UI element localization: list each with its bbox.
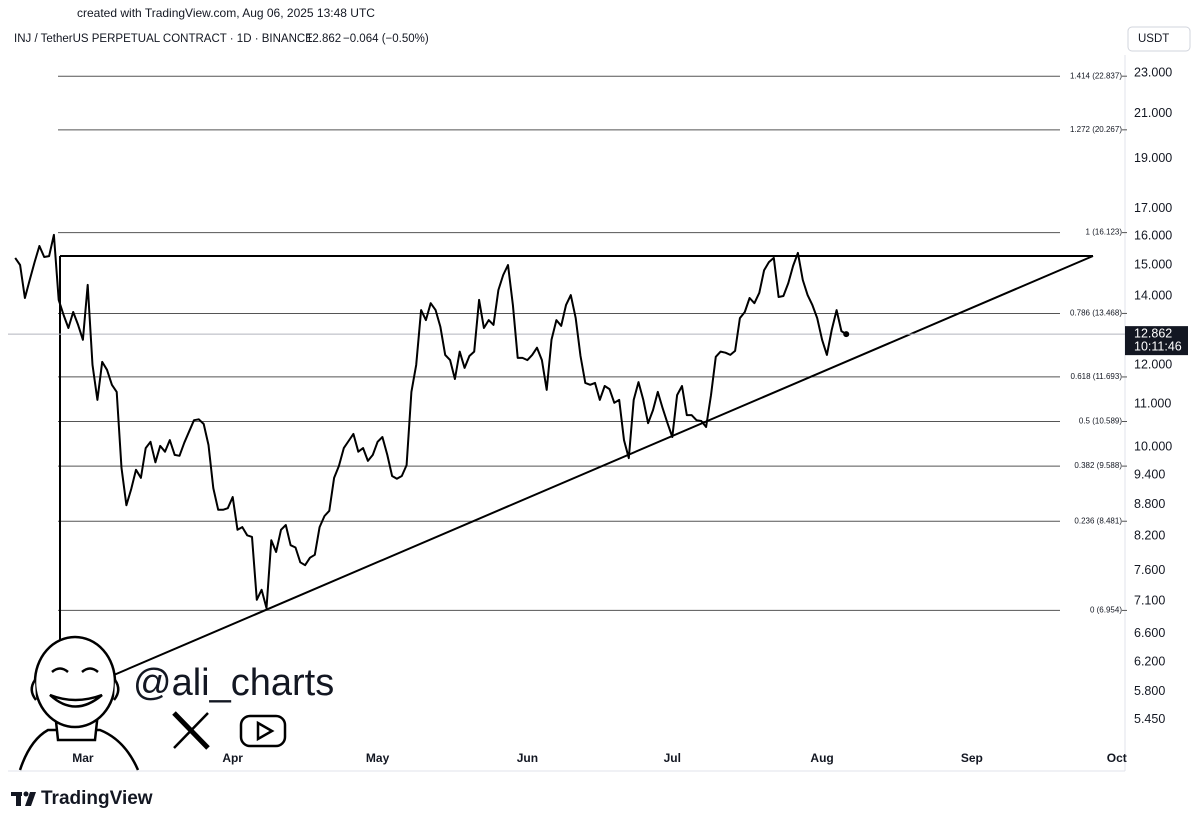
y-tick-label: 8.200: [1134, 529, 1165, 543]
last-point: [843, 331, 850, 338]
plot: [8, 233, 1125, 610]
header-change: −0.064 (−0.50%): [343, 33, 429, 45]
support-trendline: [59, 255, 1094, 699]
y-tick-label: 10.000: [1134, 440, 1172, 454]
y-tick-label: 12.000: [1134, 358, 1172, 372]
currency-button[interactable]: [1127, 26, 1191, 52]
youtube-frame: [239, 714, 287, 748]
youtube-play: [256, 720, 275, 742]
header-price: 12.862: [306, 33, 341, 45]
price-line: [14, 233, 847, 610]
avatar-ears: [30, 679, 120, 701]
fib-label: 1.272 (20.267): [1070, 125, 1122, 134]
x-tick-label: Oct: [1107, 751, 1127, 765]
fib-label: 0 (6.954): [1090, 606, 1122, 615]
avatar-eyes: [51, 667, 99, 673]
y-tick-label: 23.000: [1134, 65, 1172, 79]
x-tick-label: May: [366, 751, 390, 765]
y-tick-label: 9.400: [1134, 467, 1165, 481]
attribution: created with TradingView.com, Aug 06, 20…: [77, 6, 375, 20]
x-tick-label: Mar: [72, 751, 94, 765]
last-price-box: [1125, 326, 1188, 356]
youtube-icon: [239, 714, 287, 748]
brand-logo: [11, 791, 36, 806]
x-icon-stroke: [173, 712, 209, 749]
last-price-label: 12.862: [1134, 326, 1172, 340]
x-tick-label: Jul: [664, 751, 681, 765]
logo-part: [25, 792, 36, 806]
y-tick-label: 15.000: [1134, 257, 1172, 271]
y-tick-label: 6.600: [1134, 626, 1165, 640]
y-tick-label: 19.000: [1134, 151, 1172, 165]
avatar: [18, 635, 140, 771]
x-tick-label: Apr: [222, 751, 243, 765]
x-tick-label: Aug: [810, 751, 833, 765]
drawings: [59, 255, 1094, 705]
fib-label: 0.618 (11.693): [1071, 372, 1123, 381]
x-icon: [172, 711, 210, 750]
y-tick-label: 8.800: [1134, 497, 1165, 511]
y-tick-label: 7.600: [1134, 563, 1165, 577]
fib-label: 1 (16.123): [1086, 228, 1123, 237]
fib-label: 0.786 (13.468): [1070, 309, 1122, 318]
y-tick-label: 6.200: [1134, 654, 1165, 668]
chart-title: INJ / TetherUS PERPETUAL CONTRACT · 1D ·…: [14, 33, 313, 45]
countdown: 10:11:46: [1134, 339, 1182, 353]
x-tick-label: Jun: [517, 751, 538, 765]
fib-levels: 1.414 (22.837) 1.272 (20.267) 1 (16.123) 0.…: [58, 71, 1127, 615]
fib-label: 1.414 (22.837): [1070, 71, 1122, 80]
y-tick-label: 7.100: [1134, 593, 1165, 607]
avatar-smile: [49, 693, 103, 708]
fib-label: 0.236 (8.481): [1074, 516, 1122, 525]
currency[interactable]: USDT: [1138, 33, 1169, 45]
watermark: @ali_charts: [133, 662, 334, 704]
y-tick-label: 5.800: [1134, 684, 1165, 698]
logo-part: [16, 792, 21, 806]
y-tick-label: 16.000: [1134, 228, 1172, 242]
y-tick-label: 14.000: [1134, 288, 1172, 302]
x-tick-label: Sep: [961, 751, 983, 765]
logo-part: [23, 791, 29, 797]
fib-label: 0.5 (10.589): [1079, 417, 1122, 426]
y-tick-label: 17.000: [1134, 201, 1172, 215]
y-tick-label: 5.450: [1134, 712, 1165, 726]
y-tick-label: 21.000: [1134, 106, 1172, 120]
avatar-head: [33, 635, 117, 729]
y-tick-label: 11.000: [1134, 397, 1171, 411]
brand: TradingView: [41, 788, 153, 809]
fib-label: 0.382 (9.588): [1074, 461, 1122, 470]
